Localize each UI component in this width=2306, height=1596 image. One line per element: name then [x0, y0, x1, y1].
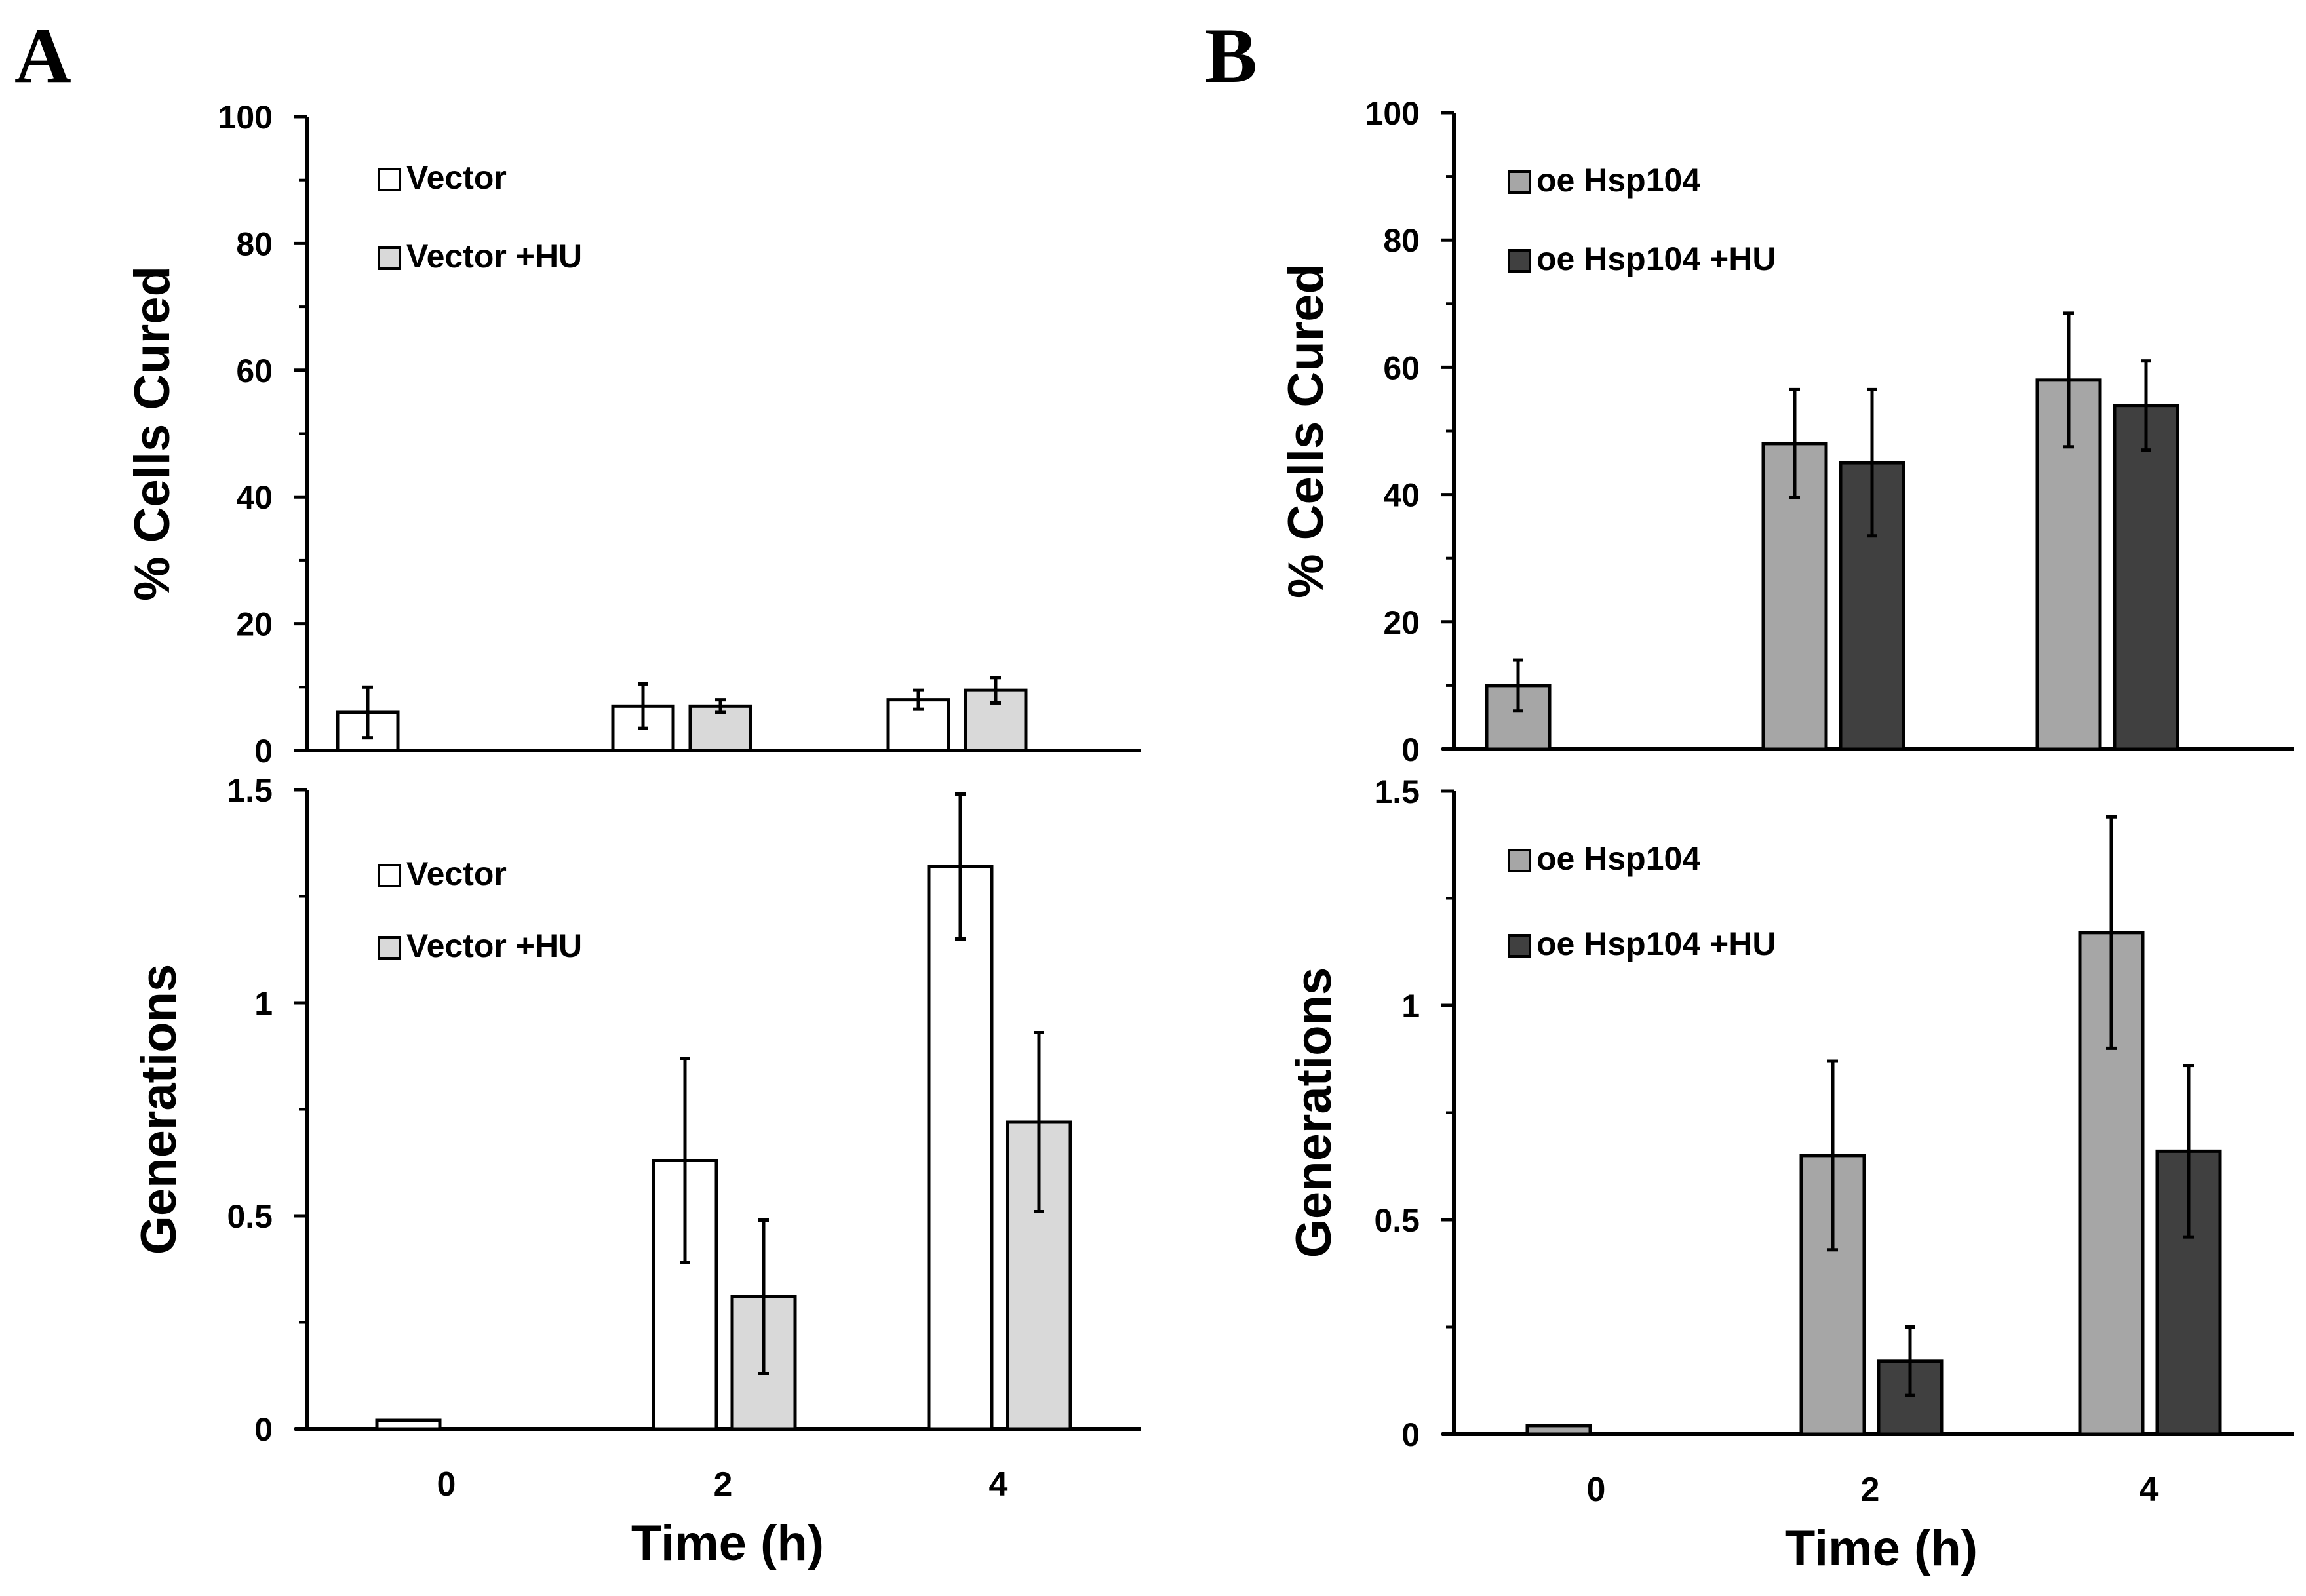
chart1-y-tick-label: 0	[254, 733, 273, 769]
chart4-x-tick-label: 2	[1861, 1471, 1880, 1509]
chart4-legend-swatch	[1508, 934, 1531, 958]
chart2-legend-swatch	[378, 864, 401, 887]
chart4-y-tick-label: 0.5	[1374, 1202, 1420, 1239]
chart1-legend-label: Vector +HU	[406, 238, 582, 275]
chart4-x-tick-label: 0	[1587, 1471, 1606, 1509]
chart4-bar-series1-t0	[1525, 1424, 1592, 1436]
chart4-bar-series1-t4	[2078, 931, 2145, 1436]
chart1-y-tick-label: 60	[236, 353, 273, 389]
chart4-x-axis-title: Time (h)	[1785, 1521, 1978, 1576]
chart2-x-tick-label: 2	[714, 1466, 733, 1504]
chart4-y-axis-title: Generations	[1286, 967, 1342, 1258]
chart3-y-axis-title: % Cells Cured	[1278, 263, 1334, 598]
chart2-y-tick-label: 1	[254, 985, 273, 1022]
chart3-y-tick-label: 40	[1383, 477, 1420, 514]
chart4-bar-series2-t4	[2155, 1149, 2222, 1436]
chart4-y-tick-label: 1	[1401, 988, 1420, 1024]
chart2-legend-label: Vector	[406, 855, 507, 892]
chart3-legend-swatch	[1508, 170, 1531, 194]
chart3-bar-series2-t4	[2113, 404, 2179, 751]
chart3-legend-label: oe Hsp104 +HU	[1536, 241, 1776, 277]
chart3-y-tick-label: 100	[1365, 95, 1420, 132]
chart4-y-tick-label: 1.5	[1374, 773, 1420, 810]
chart2-bar-series1-t4	[927, 865, 994, 1431]
chart2-legend-swatch	[378, 936, 401, 960]
panel-letter-b: B	[1205, 12, 1257, 99]
chart2-x-tick-label: 0	[437, 1466, 456, 1504]
chart1-y-tick-label: 20	[236, 606, 273, 643]
chart1-y-tick-label: 40	[236, 479, 273, 516]
chart3-y-tick-label: 20	[1383, 604, 1420, 641]
panel-letter-a: A	[14, 12, 71, 99]
chart2-x-tick-label: 4	[989, 1466, 1008, 1504]
chart4-legend-label: oe Hsp104 +HU	[1536, 925, 1776, 962]
chart2-bar-series1-t0	[375, 1418, 442, 1431]
chart3-y-tick-label: 60	[1383, 349, 1420, 386]
chart3-legend-swatch	[1508, 249, 1531, 273]
chart2-legend-label: Vector +HU	[406, 927, 582, 964]
chart4-legend-label: oe Hsp104	[1536, 840, 1700, 877]
chart1-y-tick-label: 80	[236, 225, 273, 262]
chart1-legend-swatch	[378, 168, 401, 191]
chart2-y-tick-label: 0.5	[227, 1198, 273, 1235]
chart2-y-tick-label: 0	[254, 1411, 273, 1448]
chart3-y-tick-label: 0	[1401, 731, 1420, 768]
chart1-y-axis-title: % Cells Cured	[125, 266, 180, 601]
chart1-y-tick-label: 100	[218, 99, 273, 136]
chart4-legend-swatch	[1508, 849, 1531, 872]
chart4-y-tick-label: 0	[1401, 1416, 1420, 1453]
chart2-x-axis-title: Time (h)	[631, 1515, 824, 1571]
chart4-x-tick-label: 4	[2140, 1471, 2159, 1509]
chart1-legend-swatch	[378, 246, 401, 270]
chart3-y-tick-label: 80	[1383, 222, 1420, 259]
chart2-y-axis-title: Generations	[131, 964, 187, 1255]
chart1-legend-label: Vector	[406, 159, 507, 196]
chart2-y-tick-label: 1.5	[227, 772, 273, 809]
chart3-legend-label: oe Hsp104	[1536, 162, 1700, 199]
